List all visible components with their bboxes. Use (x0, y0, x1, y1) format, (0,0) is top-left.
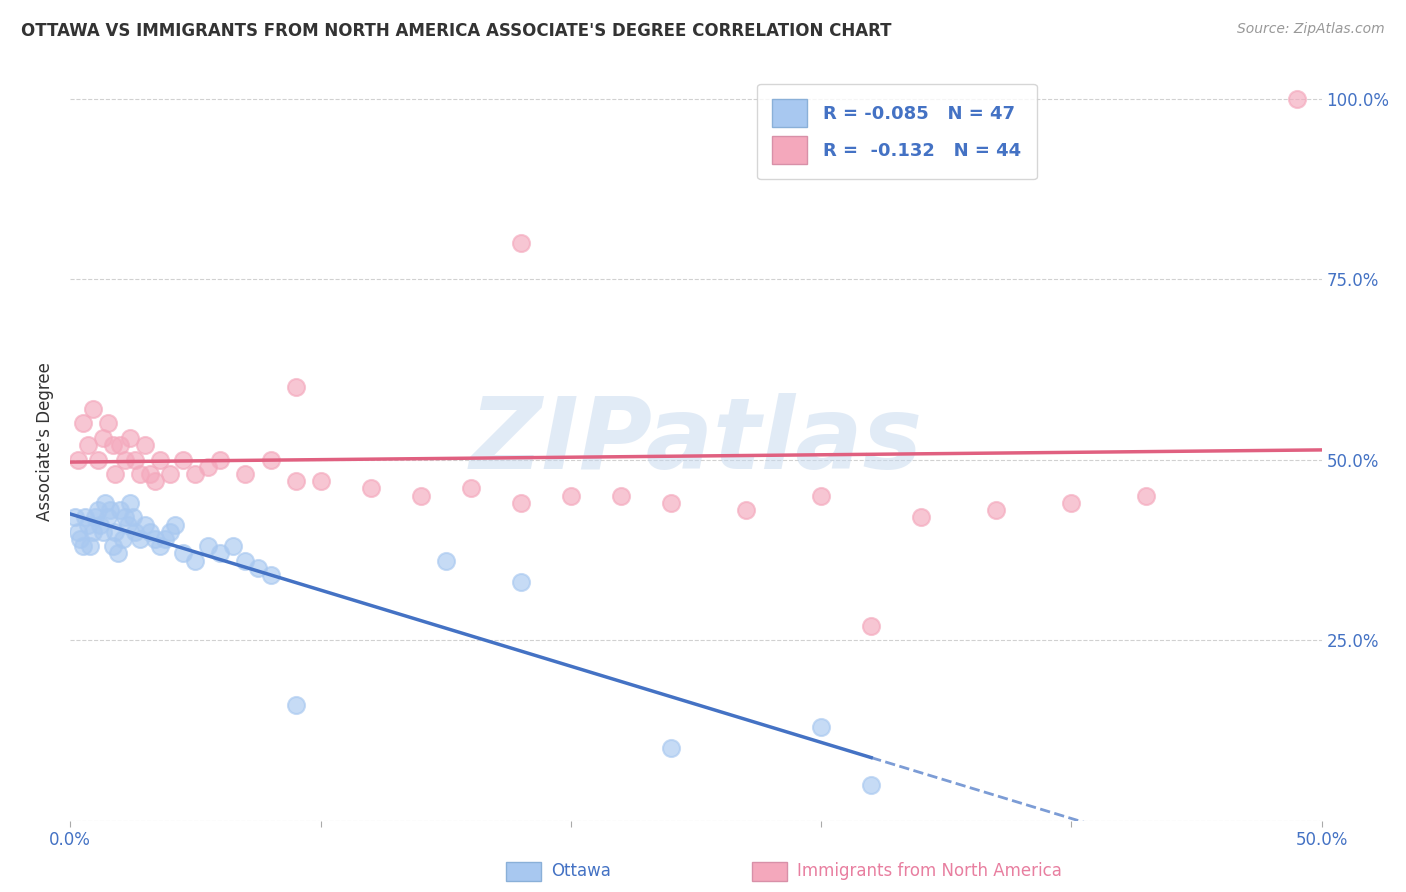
Point (91, 431, 114, 445)
Point (149, 452, 172, 467)
Point (434, 554, 457, 568)
Point (509, 496, 531, 510)
Point (94, 496, 117, 510)
Point (66, 452, 89, 467)
Point (172, 452, 194, 467)
Point (659, 496, 682, 510)
Point (124, 524, 146, 539)
Point (129, 532, 152, 546)
Point (409, 489, 432, 503)
Point (155, 532, 177, 546)
Point (104, 467, 127, 481)
Point (235, 467, 257, 481)
Text: Ottawa: Ottawa (551, 863, 612, 880)
Point (460, 482, 482, 496)
Point (76, 517, 98, 532)
Text: Immigrants from North America: Immigrants from North America (797, 863, 1062, 880)
Point (165, 517, 187, 532)
Y-axis label: Associate's Degree: Associate's Degree (37, 362, 55, 521)
Point (134, 517, 156, 532)
Point (69, 532, 91, 546)
Point (159, 524, 181, 539)
Point (87, 452, 110, 467)
Point (1060, 496, 1083, 510)
Point (910, 510, 932, 524)
Point (107, 546, 129, 560)
Point (120, 496, 142, 510)
Point (104, 524, 127, 539)
Point (172, 546, 194, 560)
Point (284, 380, 307, 394)
Point (139, 467, 162, 481)
Point (97, 417, 120, 431)
Point (98, 503, 121, 517)
Legend: R = -0.085   N = 47, R =  -0.132   N = 44: R = -0.085 N = 47, R = -0.132 N = 44 (756, 84, 1036, 179)
Text: OTTAWA VS IMMIGRANTS FROM NORTH AMERICA ASSOCIATE'S DEGREE CORRELATION CHART: OTTAWA VS IMMIGRANTS FROM NORTH AMERICA … (21, 22, 891, 40)
Text: ZIPatlas: ZIPatlas (470, 393, 922, 490)
Point (66, 524, 89, 539)
Point (810, 489, 832, 503)
Point (360, 482, 382, 496)
Point (82, 402, 104, 417)
Point (79, 539, 101, 553)
Point (659, 741, 682, 756)
Text: Source: ZipAtlas.com: Source: ZipAtlas.com (1237, 22, 1385, 37)
Point (110, 503, 132, 517)
Point (72, 539, 94, 553)
Point (184, 554, 207, 568)
Point (197, 539, 219, 553)
Point (65, 510, 87, 524)
Point (197, 459, 219, 474)
Point (247, 561, 270, 575)
Point (124, 452, 146, 467)
Point (110, 438, 132, 452)
Point (509, 575, 531, 590)
Point (114, 510, 136, 524)
Point (134, 438, 156, 452)
Point (986, 503, 1008, 517)
Point (284, 698, 307, 712)
Point (111, 532, 134, 546)
Point (121, 510, 145, 524)
Point (860, 618, 883, 632)
Point (76, 438, 98, 452)
Point (159, 467, 181, 481)
Point (84, 510, 107, 524)
Point (509, 235, 531, 250)
Point (129, 467, 152, 481)
Point (75, 510, 97, 524)
Point (209, 452, 232, 467)
Point (91, 524, 114, 539)
Point (145, 475, 167, 489)
Point (860, 778, 883, 792)
Point (72, 417, 94, 431)
Point (222, 539, 245, 553)
Point (284, 475, 307, 489)
Point (149, 539, 172, 553)
Point (309, 475, 332, 489)
Point (89, 517, 111, 532)
Point (184, 467, 207, 481)
Point (810, 720, 832, 734)
Point (209, 546, 232, 560)
Point (101, 438, 124, 452)
Point (114, 452, 136, 467)
Point (145, 532, 167, 546)
Point (235, 554, 257, 568)
Point (82, 524, 104, 539)
Point (1135, 489, 1157, 503)
Point (259, 452, 281, 467)
Point (87, 503, 110, 517)
Point (259, 568, 281, 582)
Point (97, 510, 120, 524)
Point (139, 524, 162, 539)
Point (117, 517, 139, 532)
Point (560, 489, 582, 503)
Point (120, 431, 142, 445)
Point (735, 503, 758, 517)
Point (1285, 91, 1308, 105)
Point (610, 489, 633, 503)
Point (101, 539, 124, 553)
